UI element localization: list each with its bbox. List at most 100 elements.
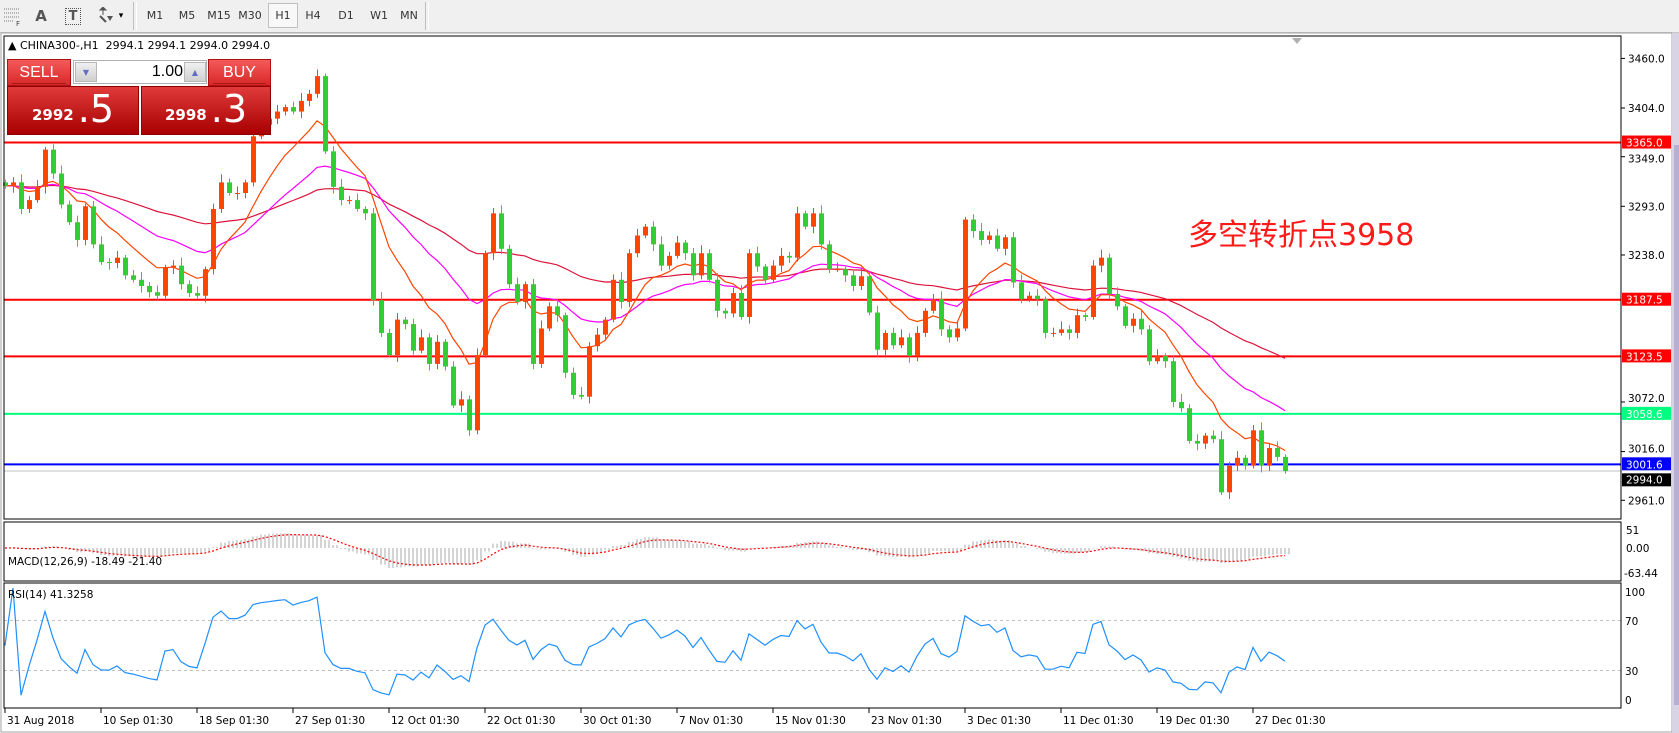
lot-size-stepper[interactable]: ▼ 1.00 ▲	[73, 60, 207, 84]
candle-bull	[1267, 448, 1272, 466]
candle-bull	[1251, 430, 1256, 466]
candle-bear	[19, 182, 24, 209]
candle-bear	[1019, 282, 1024, 300]
arrows-tool-icon[interactable]: ▾	[92, 4, 128, 28]
candle-bear	[1035, 295, 1040, 300]
text-label-tool-icon[interactable]: T	[62, 4, 84, 28]
candle-bull	[1227, 465, 1232, 493]
candle-bear	[763, 266, 768, 280]
chart-title: ▲ CHINA300-,H1 2994.1 2994.1 2994.0 2994…	[8, 39, 270, 52]
candle-bear	[91, 206, 96, 245]
candle-bear	[715, 279, 720, 311]
toolbar-separator	[133, 2, 137, 30]
candle-bear	[59, 173, 64, 205]
horizontal-lines-fibo-icon[interactable]: F	[2, 4, 24, 28]
candle-bull	[811, 213, 816, 227]
candle-bear	[451, 366, 456, 406]
candle-bear	[331, 151, 336, 187]
candle-bull	[163, 267, 168, 296]
timeframe-m30-button[interactable]: M30	[238, 9, 262, 22]
rsi-axis-30: 30	[1625, 666, 1638, 678]
candle-bull	[491, 213, 496, 254]
candle-bear	[291, 107, 296, 112]
candle-bear	[1187, 408, 1192, 441]
timeframe-w1-button[interactable]: W1	[370, 9, 388, 22]
time-axis-label: 12 Oct 01:30	[391, 715, 459, 727]
timeframe-mn-button[interactable]: MN	[400, 9, 418, 22]
candle-bull	[603, 319, 608, 335]
candle-bear	[147, 285, 152, 293]
candle-bear	[51, 149, 56, 174]
candle-bull	[307, 93, 312, 101]
candle-bull	[955, 328, 960, 338]
buy-price-button[interactable]: 2998.3	[141, 86, 271, 135]
level-price-label: 3058.6	[1626, 409, 1663, 421]
candle-bull	[219, 182, 224, 209]
level-price-label-bg	[1622, 349, 1671, 363]
collapse-triangle-icon[interactable]: ▲	[8, 39, 20, 52]
timeframe-m1-button[interactable]: M1	[146, 9, 164, 22]
buy-button[interactable]: BUY	[208, 59, 271, 86]
candle-bull	[963, 219, 968, 329]
candle-bull	[931, 299, 936, 311]
ma-fast-line	[4, 119, 1286, 452]
lot-size-input[interactable]: 1.00	[151, 63, 183, 80]
candle-bear	[427, 337, 432, 364]
sell-price-button[interactable]: 2992.5	[7, 86, 139, 135]
time-axis-label: 7 Nov 01:30	[679, 715, 743, 727]
candle-bear	[1219, 439, 1224, 493]
candle-bear	[1107, 257, 1112, 294]
candle-bear	[1067, 329, 1072, 333]
candle-bull	[35, 186, 40, 201]
candle-bear	[995, 235, 1000, 249]
level-price-label: 3187.5	[1626, 295, 1663, 307]
level-price-label: 3001.6	[1626, 459, 1663, 471]
text-tool-icon[interactable]: A	[35, 7, 47, 25]
timeframe-h1-button[interactable]: H1	[268, 3, 298, 28]
time-axis-label: 30 Oct 01:30	[583, 715, 651, 727]
scrollbar-thumb[interactable]	[1674, 145, 1679, 705]
rsi-axis-100: 100	[1625, 587, 1645, 599]
candle-bull	[483, 253, 488, 356]
candle-bull	[899, 337, 904, 346]
candle-bear	[1283, 456, 1288, 472]
candle-bear	[579, 394, 584, 397]
candle-bear	[827, 244, 832, 270]
candle-bear	[227, 182, 232, 194]
candle-bear	[683, 242, 688, 254]
candle-bear	[819, 213, 824, 245]
price-axis-label: 2961.0	[1628, 495, 1665, 507]
timeframe-m15-button[interactable]: M15	[207, 9, 231, 22]
time-axis-label: 3 Dec 01:30	[967, 715, 1031, 727]
chart-shift-marker-icon[interactable]	[1292, 38, 1302, 44]
candle-bear	[187, 284, 192, 294]
candle-bear	[67, 204, 72, 223]
rsi-pane-frame	[3, 582, 1622, 709]
chart-annotation-text[interactable]: 多空转折点3958	[1188, 218, 1415, 253]
macd-axis-min: -63.44	[1624, 568, 1658, 580]
candle-bear	[867, 276, 872, 313]
candle-bear	[571, 372, 576, 395]
candle-bull	[235, 193, 240, 195]
candle-bear	[947, 329, 952, 338]
timeframe-d1-button[interactable]: D1	[338, 9, 354, 22]
candle-bull	[675, 242, 680, 256]
candle-bull	[211, 208, 216, 270]
candle-bull	[667, 255, 672, 266]
dropdown-arrow-icon: ▾	[118, 11, 124, 21]
candle-bull	[1099, 257, 1104, 266]
sell-button[interactable]: SELL	[7, 59, 71, 86]
macd-pane-frame	[3, 521, 1622, 582]
candle-bear	[1171, 361, 1176, 402]
lot-decrease-button[interactable]: ▼	[75, 62, 97, 82]
candle-bull	[835, 269, 840, 271]
lot-increase-button[interactable]: ▲	[184, 62, 206, 82]
candle-bull	[203, 269, 208, 296]
timeframe-h4-button[interactable]: H4	[305, 9, 321, 22]
candle-bull	[1203, 435, 1208, 444]
timeframe-m5-button[interactable]: M5	[178, 9, 196, 22]
candle-bear	[659, 244, 664, 266]
level-price-label-bg	[1622, 292, 1671, 306]
candle-bull	[11, 182, 16, 186]
